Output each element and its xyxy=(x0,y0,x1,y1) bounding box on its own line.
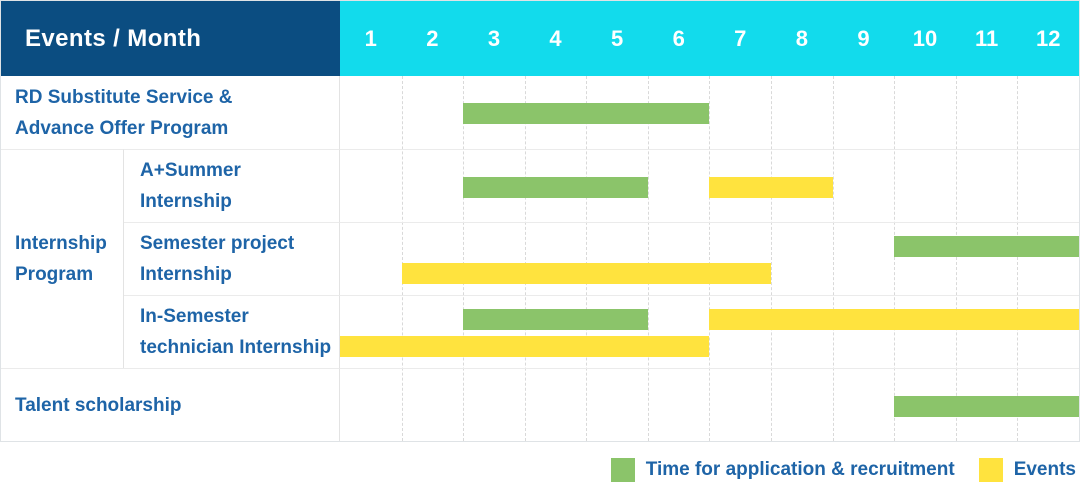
legend-item-application: Time for application & recruitment xyxy=(610,458,955,482)
row-bars-talent-scholarship xyxy=(340,368,1079,441)
label-line: Advance Offer Program xyxy=(15,117,229,139)
month-header-10: 10 xyxy=(894,1,956,76)
header-events-month: Events / Month xyxy=(1,1,340,76)
row-bars-in-semester-technician-internship xyxy=(340,295,1079,368)
label-line: Internship xyxy=(140,191,232,212)
month-header-5: 5 xyxy=(586,1,648,76)
legend-label-application: Time for application & recruitment xyxy=(645,459,955,480)
label-line: Talent scholarship xyxy=(15,394,182,416)
label-line: In-Semester xyxy=(140,306,249,327)
group-label-internship-program: Internship Program xyxy=(1,149,124,368)
yellow-swatch-icon xyxy=(978,458,1003,482)
bar-application xyxy=(894,236,1079,257)
label-line: A+Summer xyxy=(140,160,241,181)
bar-application xyxy=(463,309,648,330)
row-bars-rd-substitute-service xyxy=(340,76,1079,149)
label-line: Internship xyxy=(140,264,232,285)
month-header-7: 7 xyxy=(709,1,772,76)
row-bars-a-summer-internship xyxy=(340,149,1079,222)
label-line: Internship xyxy=(15,233,107,254)
label-line: RD Substitute Service & xyxy=(15,86,233,108)
month-header-11: 11 xyxy=(955,1,1018,76)
legend-item-events: Events xyxy=(978,458,1076,482)
month-header-3: 3 xyxy=(463,1,525,76)
legend-label-events: Events xyxy=(1013,459,1076,480)
row-bars-semester-project-internship xyxy=(340,222,1079,295)
row-label-a-summer-internship: A+Summer Internship xyxy=(124,149,340,222)
bar-event xyxy=(340,336,710,357)
month-header-4: 4 xyxy=(524,1,587,76)
month-header-8: 8 xyxy=(771,1,833,76)
label-line: Semester project xyxy=(140,233,295,254)
row-label-rd-substitute-service: RD Substitute Service & Advance Offer Pro… xyxy=(1,76,340,149)
bar-application xyxy=(463,177,648,198)
label-line: technician Internship xyxy=(140,337,332,358)
month-header-2: 2 xyxy=(401,1,464,76)
bar-application xyxy=(463,103,710,124)
month-header-12: 12 xyxy=(1017,1,1079,76)
bar-event xyxy=(401,263,772,284)
green-swatch-icon xyxy=(610,458,635,482)
bar-application xyxy=(894,396,1079,417)
legend: Time for application & recruitment Event… xyxy=(610,458,1076,482)
month-header-9: 9 xyxy=(832,1,895,76)
row-label-semester-project-internship: Semester project Internship xyxy=(124,222,340,295)
row-label-talent-scholarship: Talent scholarship xyxy=(1,368,340,441)
month-header-1: 1 xyxy=(340,1,402,76)
row-label-in-semester-technician-internship: In-Semester technician Internship xyxy=(124,295,340,368)
bar-event xyxy=(709,177,833,198)
month-header-6: 6 xyxy=(647,1,710,76)
label-line: Program xyxy=(15,264,94,285)
bar-event xyxy=(709,309,1079,330)
gantt-table: Events / Month 1 2 3 4 5 6 7 8 9 10 11 12 RD Substit… xyxy=(0,0,1080,442)
